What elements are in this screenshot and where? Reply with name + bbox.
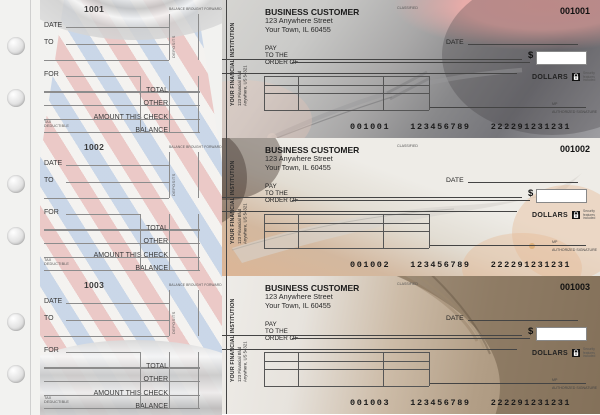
svg-text:123 Financial Blvd: 123 Financial Blvd [237, 208, 242, 244]
svg-text:Anywhere, US 54321: Anywhere, US 54321 [243, 341, 248, 382]
svg-text:Anywhere, US 54321: Anywhere, US 54321 [243, 203, 248, 244]
svg-text:YOUR FINANCIAL INSTITUTION: YOUR FINANCIAL INSTITUTION [230, 160, 236, 244]
svg-text:DEPOSITS: DEPOSITS [171, 311, 176, 334]
svg-text:YOUR FINANCIAL INSTITUTION: YOUR FINANCIAL INSTITUTION [230, 298, 236, 382]
svg-text:Anywhere, US 54321: Anywhere, US 54321 [243, 65, 248, 106]
svg-text:DEPOSITS: DEPOSITS [171, 35, 176, 58]
svg-text:YOUR FINANCIAL INSTITUTION: YOUR FINANCIAL INSTITUTION [230, 22, 236, 106]
svg-text:DEPOSITS: DEPOSITS [171, 173, 176, 196]
svg-text:123 Financial Blvd: 123 Financial Blvd [237, 70, 242, 106]
svg-text:123 Financial Blvd: 123 Financial Blvd [237, 346, 242, 382]
